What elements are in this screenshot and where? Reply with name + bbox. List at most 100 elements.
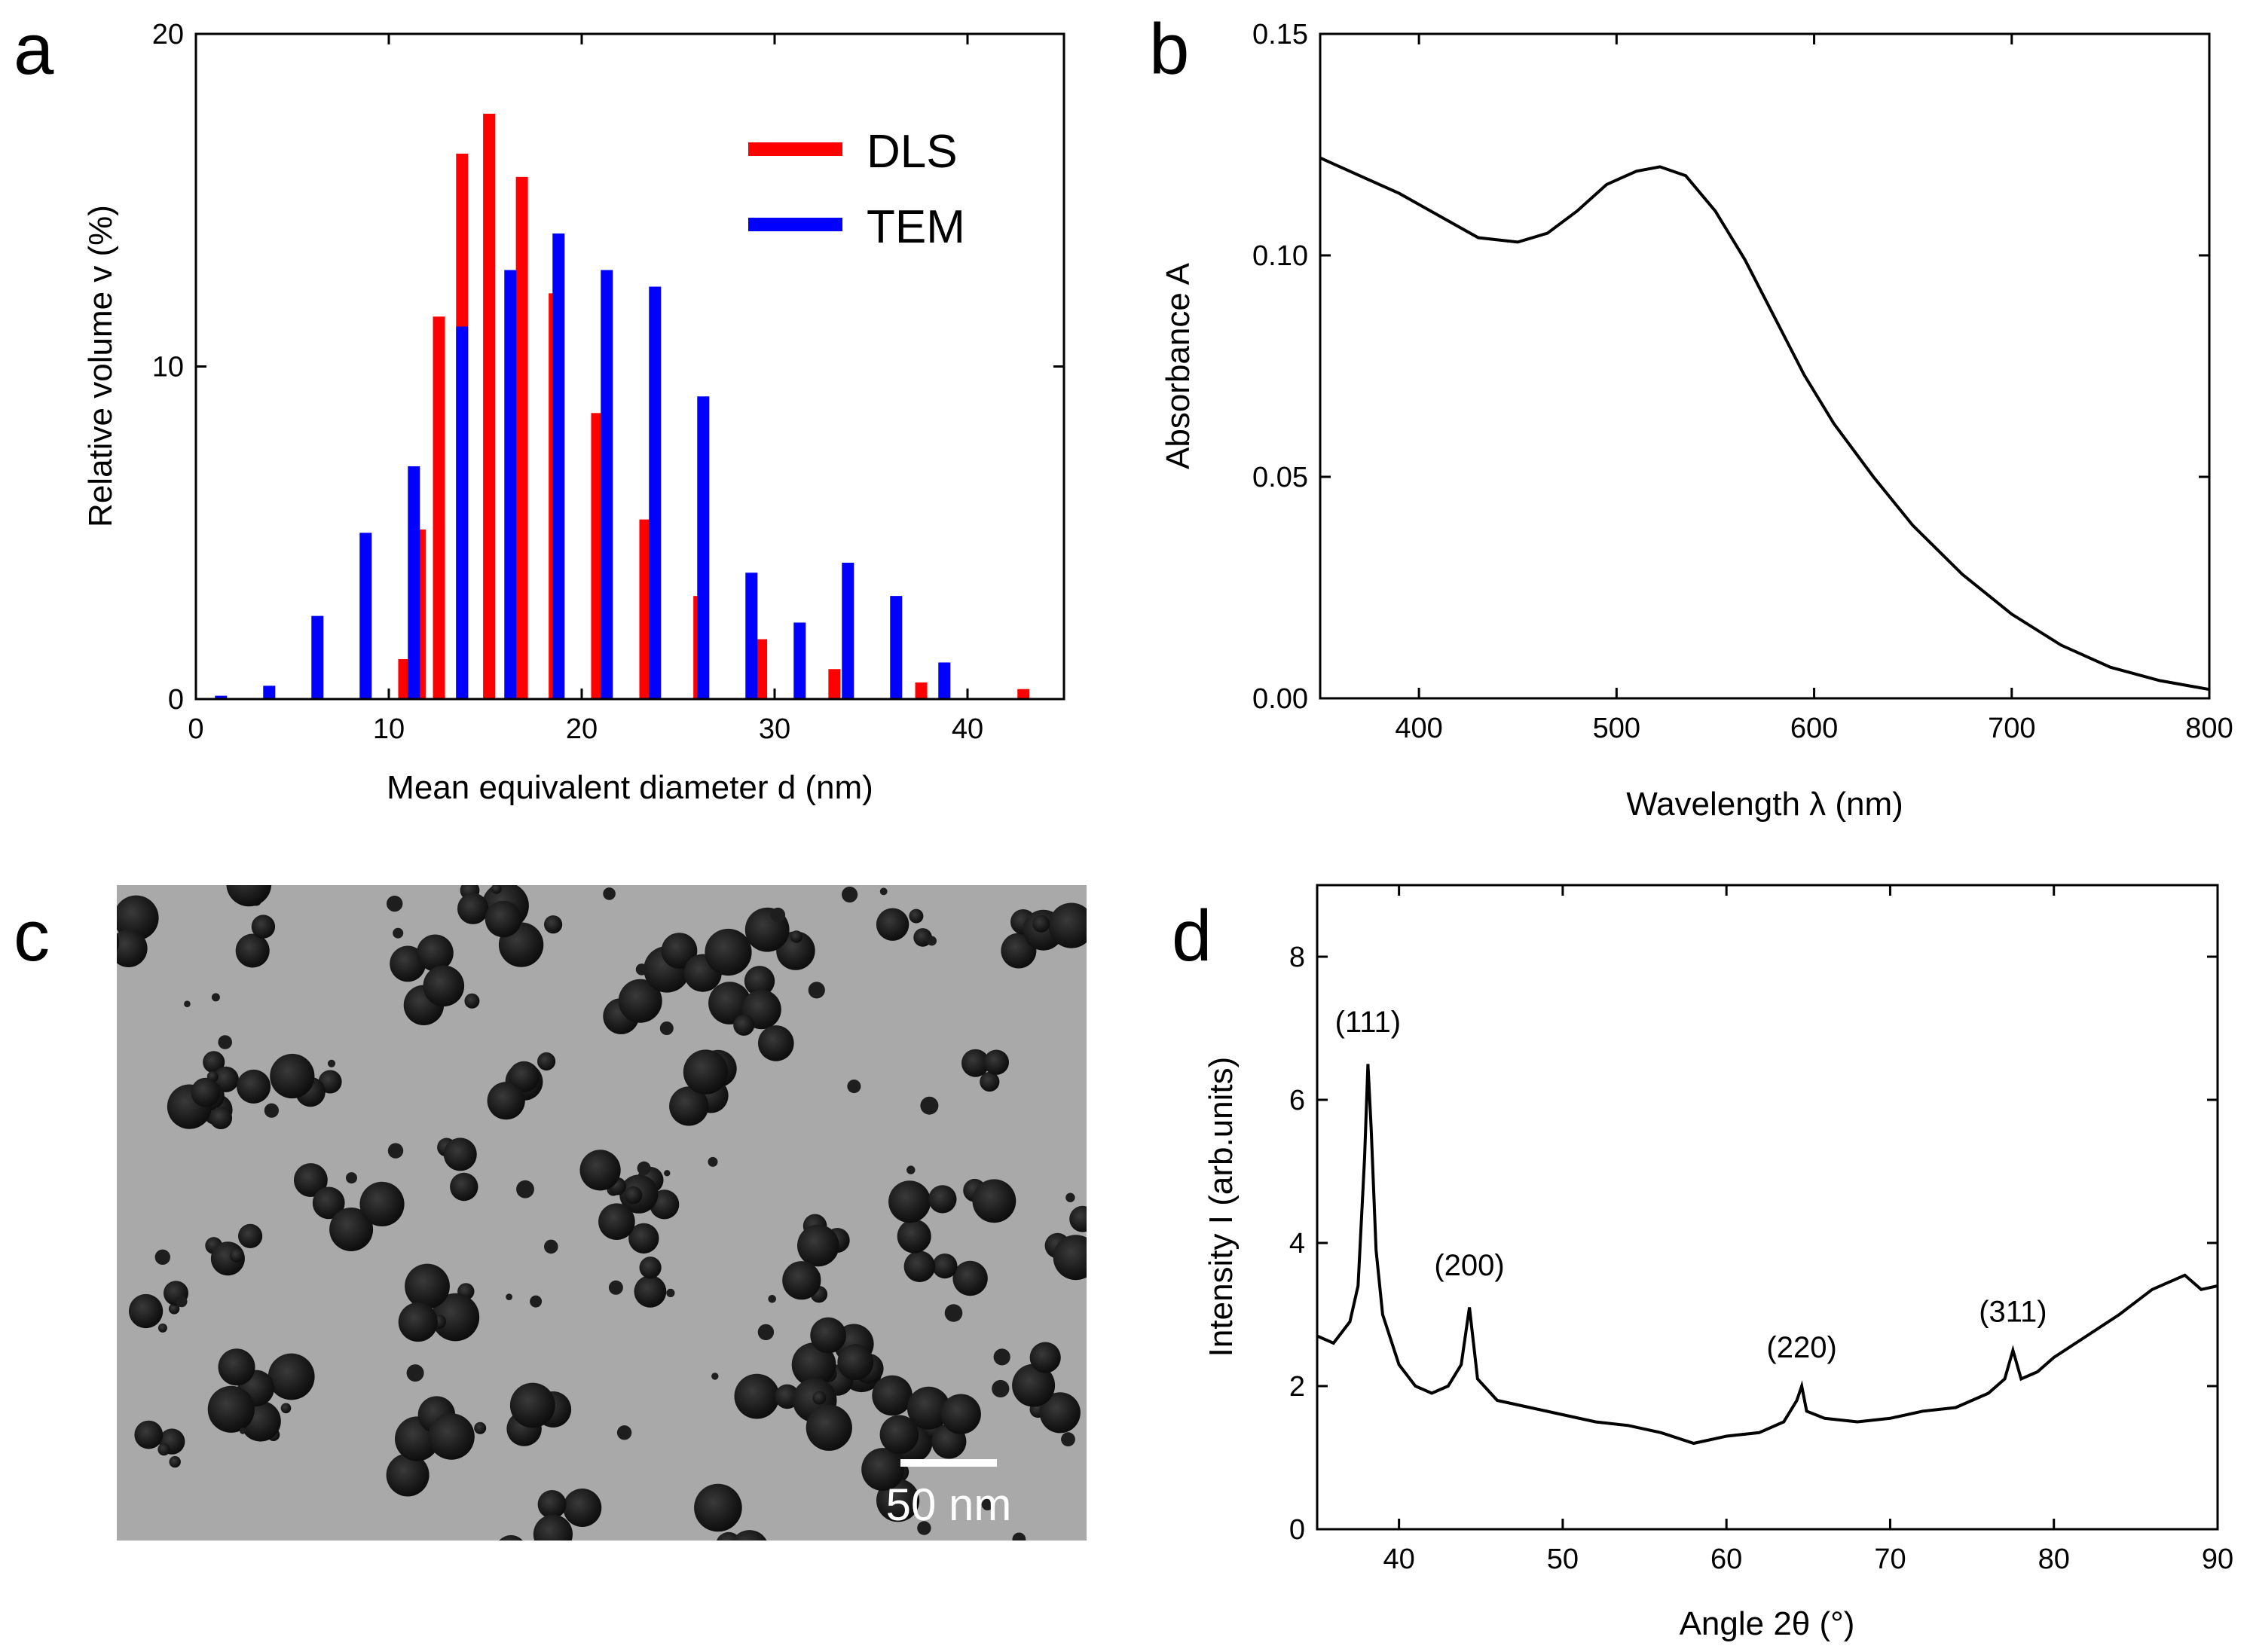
nanoparticle-small [406, 1364, 424, 1382]
nanoparticle-small [708, 1156, 718, 1167]
nanoparticle-small [530, 1295, 543, 1308]
y-tick-label: 2 [1289, 1371, 1305, 1403]
nanoparticle [423, 965, 465, 1007]
y-tick-label: 0.05 [1252, 462, 1308, 493]
bar-tem [649, 286, 662, 699]
panel-label-c: c [14, 896, 50, 976]
nanoparticle [537, 1052, 556, 1071]
nanoparticle [405, 1263, 450, 1309]
absorbance-chart: 400 500 600 700 800 0.00 0.05 0.10 0.15 Waveleng… [1160, 19, 2233, 823]
bar-dls [915, 682, 928, 699]
nanoparticle [443, 1137, 477, 1171]
nanoparticle [270, 1053, 315, 1099]
x-tick-label: 30 [759, 713, 790, 745]
nanoparticle [876, 908, 909, 941]
y-axis-label: Intensity I (arb.units) [1203, 1057, 1240, 1357]
nanoparticle [563, 1489, 602, 1527]
nanoparticle-small [711, 1373, 719, 1380]
nanoparticle-small [906, 1165, 916, 1174]
peak-annotations: (111) (200) (220) (311) [1335, 1006, 2047, 1364]
nanoparticle [238, 1223, 263, 1248]
nanoparticle [744, 966, 775, 997]
y-tick-label: 6 [1289, 1085, 1305, 1116]
bar-tem [793, 622, 806, 699]
legend-swatch-tem [748, 218, 842, 231]
nanoparticle-small [346, 1172, 357, 1184]
peak-label: (111) [1335, 1006, 1401, 1039]
x-axis-label: Wavelength λ (nm) [1626, 786, 1903, 823]
nanoparticle [791, 1342, 836, 1387]
nanoparticle [245, 841, 274, 870]
nanoparticle-small [1012, 1532, 1026, 1541]
nanoparticle-small [808, 982, 825, 999]
nanoparticle [237, 1069, 271, 1104]
nanoparticle [909, 908, 924, 924]
nanoparticle [579, 1150, 621, 1191]
bar-dls [1017, 689, 1030, 699]
nanoparticle-small [608, 1280, 623, 1295]
nanoparticle [417, 934, 454, 972]
nanoparticle [903, 1250, 936, 1282]
scale-bar [900, 1459, 997, 1467]
nanoparticle-small [879, 887, 888, 896]
y-tick-label: 0.00 [1252, 683, 1308, 715]
nanoparticle-small [327, 1059, 336, 1067]
bar-tem [842, 562, 854, 699]
nanoparticle [879, 1415, 919, 1455]
x-tick-label: 0 [188, 713, 203, 745]
nanoparticle-small [847, 1079, 861, 1094]
xrd-line [1316, 1064, 2218, 1446]
nanoparticle-small [993, 1348, 1010, 1366]
nanoparticle [861, 1448, 905, 1492]
y-tick-label: 20 [152, 19, 184, 50]
nanoparticle [634, 1275, 667, 1308]
nanoparticle [464, 993, 480, 1009]
nanoparticle [1069, 1205, 1087, 1232]
nanoparticle [450, 1172, 478, 1202]
nanoparticle [117, 895, 159, 941]
nanoparticle [533, 1514, 573, 1541]
nanoparticle-small [917, 1521, 931, 1535]
ticks: 400 500 600 700 800 0.00 0.05 0.10 0.15 [1252, 19, 2233, 744]
panel-label-a: a [14, 9, 54, 90]
nanoparticle [134, 1420, 164, 1449]
nanoparticle-small [637, 1161, 651, 1175]
nanoparticle [129, 1293, 164, 1329]
nanoparticle [235, 933, 270, 968]
plot-frame [1319, 32, 2211, 700]
x-axis-label: Angle 2θ (°) [1680, 1605, 1855, 1642]
nanoparticle [499, 1534, 523, 1541]
nanoparticle [218, 1348, 255, 1386]
x-tick-label: 80 [2038, 1544, 2070, 1575]
nanoparticle [474, 1421, 487, 1434]
y-axis-label: Relative volume v (%) [82, 205, 119, 527]
nanoparticle [485, 900, 522, 938]
bar-dls [483, 113, 496, 699]
legend-label-dls: DLS [867, 126, 958, 178]
nanoparticle [207, 1385, 255, 1433]
nanoparticle-small [842, 886, 858, 903]
ticks: 0 10 20 30 40 0 10 20 [152, 19, 1064, 745]
nanoparticle [639, 1257, 662, 1279]
nanoparticle [618, 979, 662, 1023]
peak-label: (311) [1979, 1296, 2047, 1329]
nanoparticle [1032, 915, 1050, 933]
peak-label: (200) [1434, 1249, 1504, 1282]
nanoparticle-small [659, 1021, 674, 1035]
nanoparticle [983, 1049, 1010, 1075]
nanoparticle [705, 928, 752, 976]
nanoparticle [398, 1302, 438, 1342]
nanoparticle [280, 1403, 292, 1414]
nanoparticle [528, 1546, 561, 1579]
nanoparticle-small [1061, 1432, 1075, 1447]
nanoparticle [694, 1483, 742, 1532]
x-tick-label: 700 [1988, 713, 2035, 744]
y-tick-label: 4 [1289, 1228, 1305, 1260]
bar-tem [697, 396, 710, 699]
panel-label-b: b [1149, 9, 1189, 90]
y-tick-label: 0.10 [1252, 240, 1308, 272]
legend-swatch-dls [748, 142, 842, 156]
bar-tem [504, 270, 517, 700]
bar-tem [456, 326, 469, 699]
